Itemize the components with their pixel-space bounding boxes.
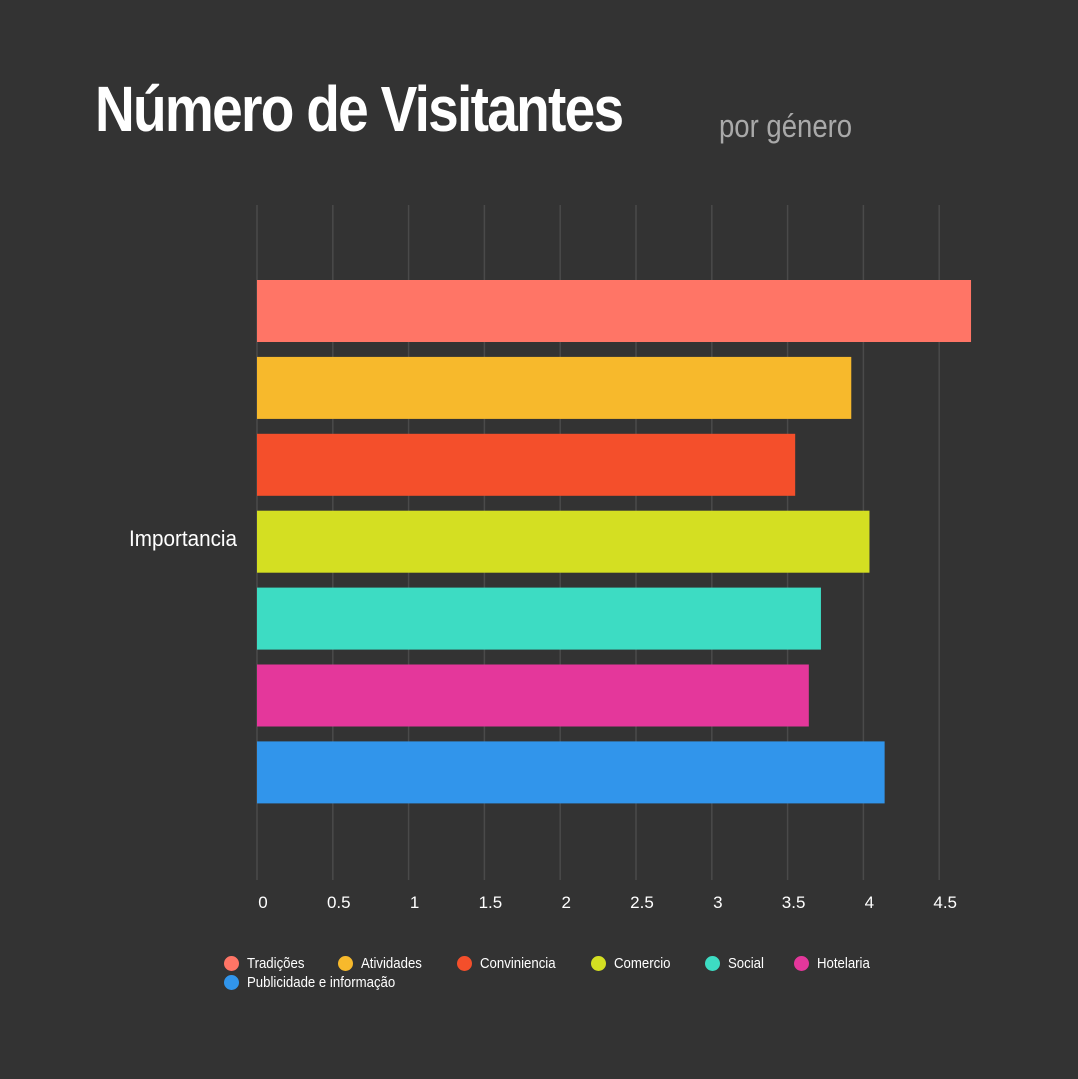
- x-tick-label: 3: [713, 893, 722, 912]
- legend-label: Tradições: [247, 955, 305, 972]
- legend-item[interactable]: Tradições: [224, 955, 312, 972]
- legend-label: Comercio: [614, 955, 671, 972]
- bars: [257, 280, 972, 804]
- legend-item[interactable]: Social: [704, 955, 769, 972]
- y-category-label: Importancia: [129, 526, 238, 551]
- x-tick-label: 3.5: [782, 893, 806, 912]
- legend: Tradições Atividades Conviniencia Comercio S…: [224, 955, 924, 991]
- legend-swatch: [591, 956, 607, 971]
- legend-item[interactable]: Atividades: [338, 955, 430, 972]
- chart-subtitle: por género: [719, 108, 853, 144]
- legend-label: Atividades: [361, 955, 423, 972]
- legend-label: Social: [727, 955, 764, 972]
- x-axis-ticks: 0 0.5 1 1.5 2 2.5 3 3.5 4 4.5: [258, 893, 957, 912]
- chart-title: Número de Visitantes: [95, 73, 624, 145]
- legend-swatch: [794, 956, 810, 971]
- x-tick-label: 1.5: [479, 893, 503, 912]
- legend-item[interactable]: Comercio: [591, 955, 678, 972]
- legend-swatch: [704, 956, 720, 971]
- legend-label: Hotelaria: [817, 955, 871, 972]
- legend-label: Publicidade e informação: [247, 974, 396, 991]
- legend-swatch: [224, 956, 239, 971]
- x-tick-label: 4: [865, 893, 874, 912]
- bar-5[interactable]: [257, 664, 809, 727]
- legend-swatch: [338, 956, 354, 971]
- legend-swatch: [224, 975, 239, 990]
- x-tick-label: 1: [410, 893, 419, 912]
- bar-3[interactable]: [257, 510, 870, 573]
- x-tick-label: 2: [561, 893, 570, 912]
- x-tick-label: 0: [258, 893, 267, 912]
- x-tick-label: 0.5: [327, 893, 351, 912]
- legend-item[interactable]: Publicidade e informação: [224, 974, 415, 991]
- legend-item[interactable]: Hotelaria: [794, 955, 877, 972]
- legend-label: Conviniencia: [479, 955, 556, 972]
- bar-1[interactable]: [257, 356, 852, 419]
- x-tick-label: 4.5: [933, 893, 957, 912]
- x-tick-label: 2.5: [630, 893, 654, 912]
- bar-0[interactable]: [257, 280, 972, 342]
- bar-2[interactable]: [257, 433, 796, 496]
- y-axis-categories: Importancia: [129, 526, 238, 551]
- legend-item[interactable]: Conviniencia: [456, 955, 566, 972]
- legend-swatch: [456, 956, 472, 971]
- bar-4[interactable]: [257, 587, 821, 650]
- bar-6[interactable]: [257, 741, 885, 804]
